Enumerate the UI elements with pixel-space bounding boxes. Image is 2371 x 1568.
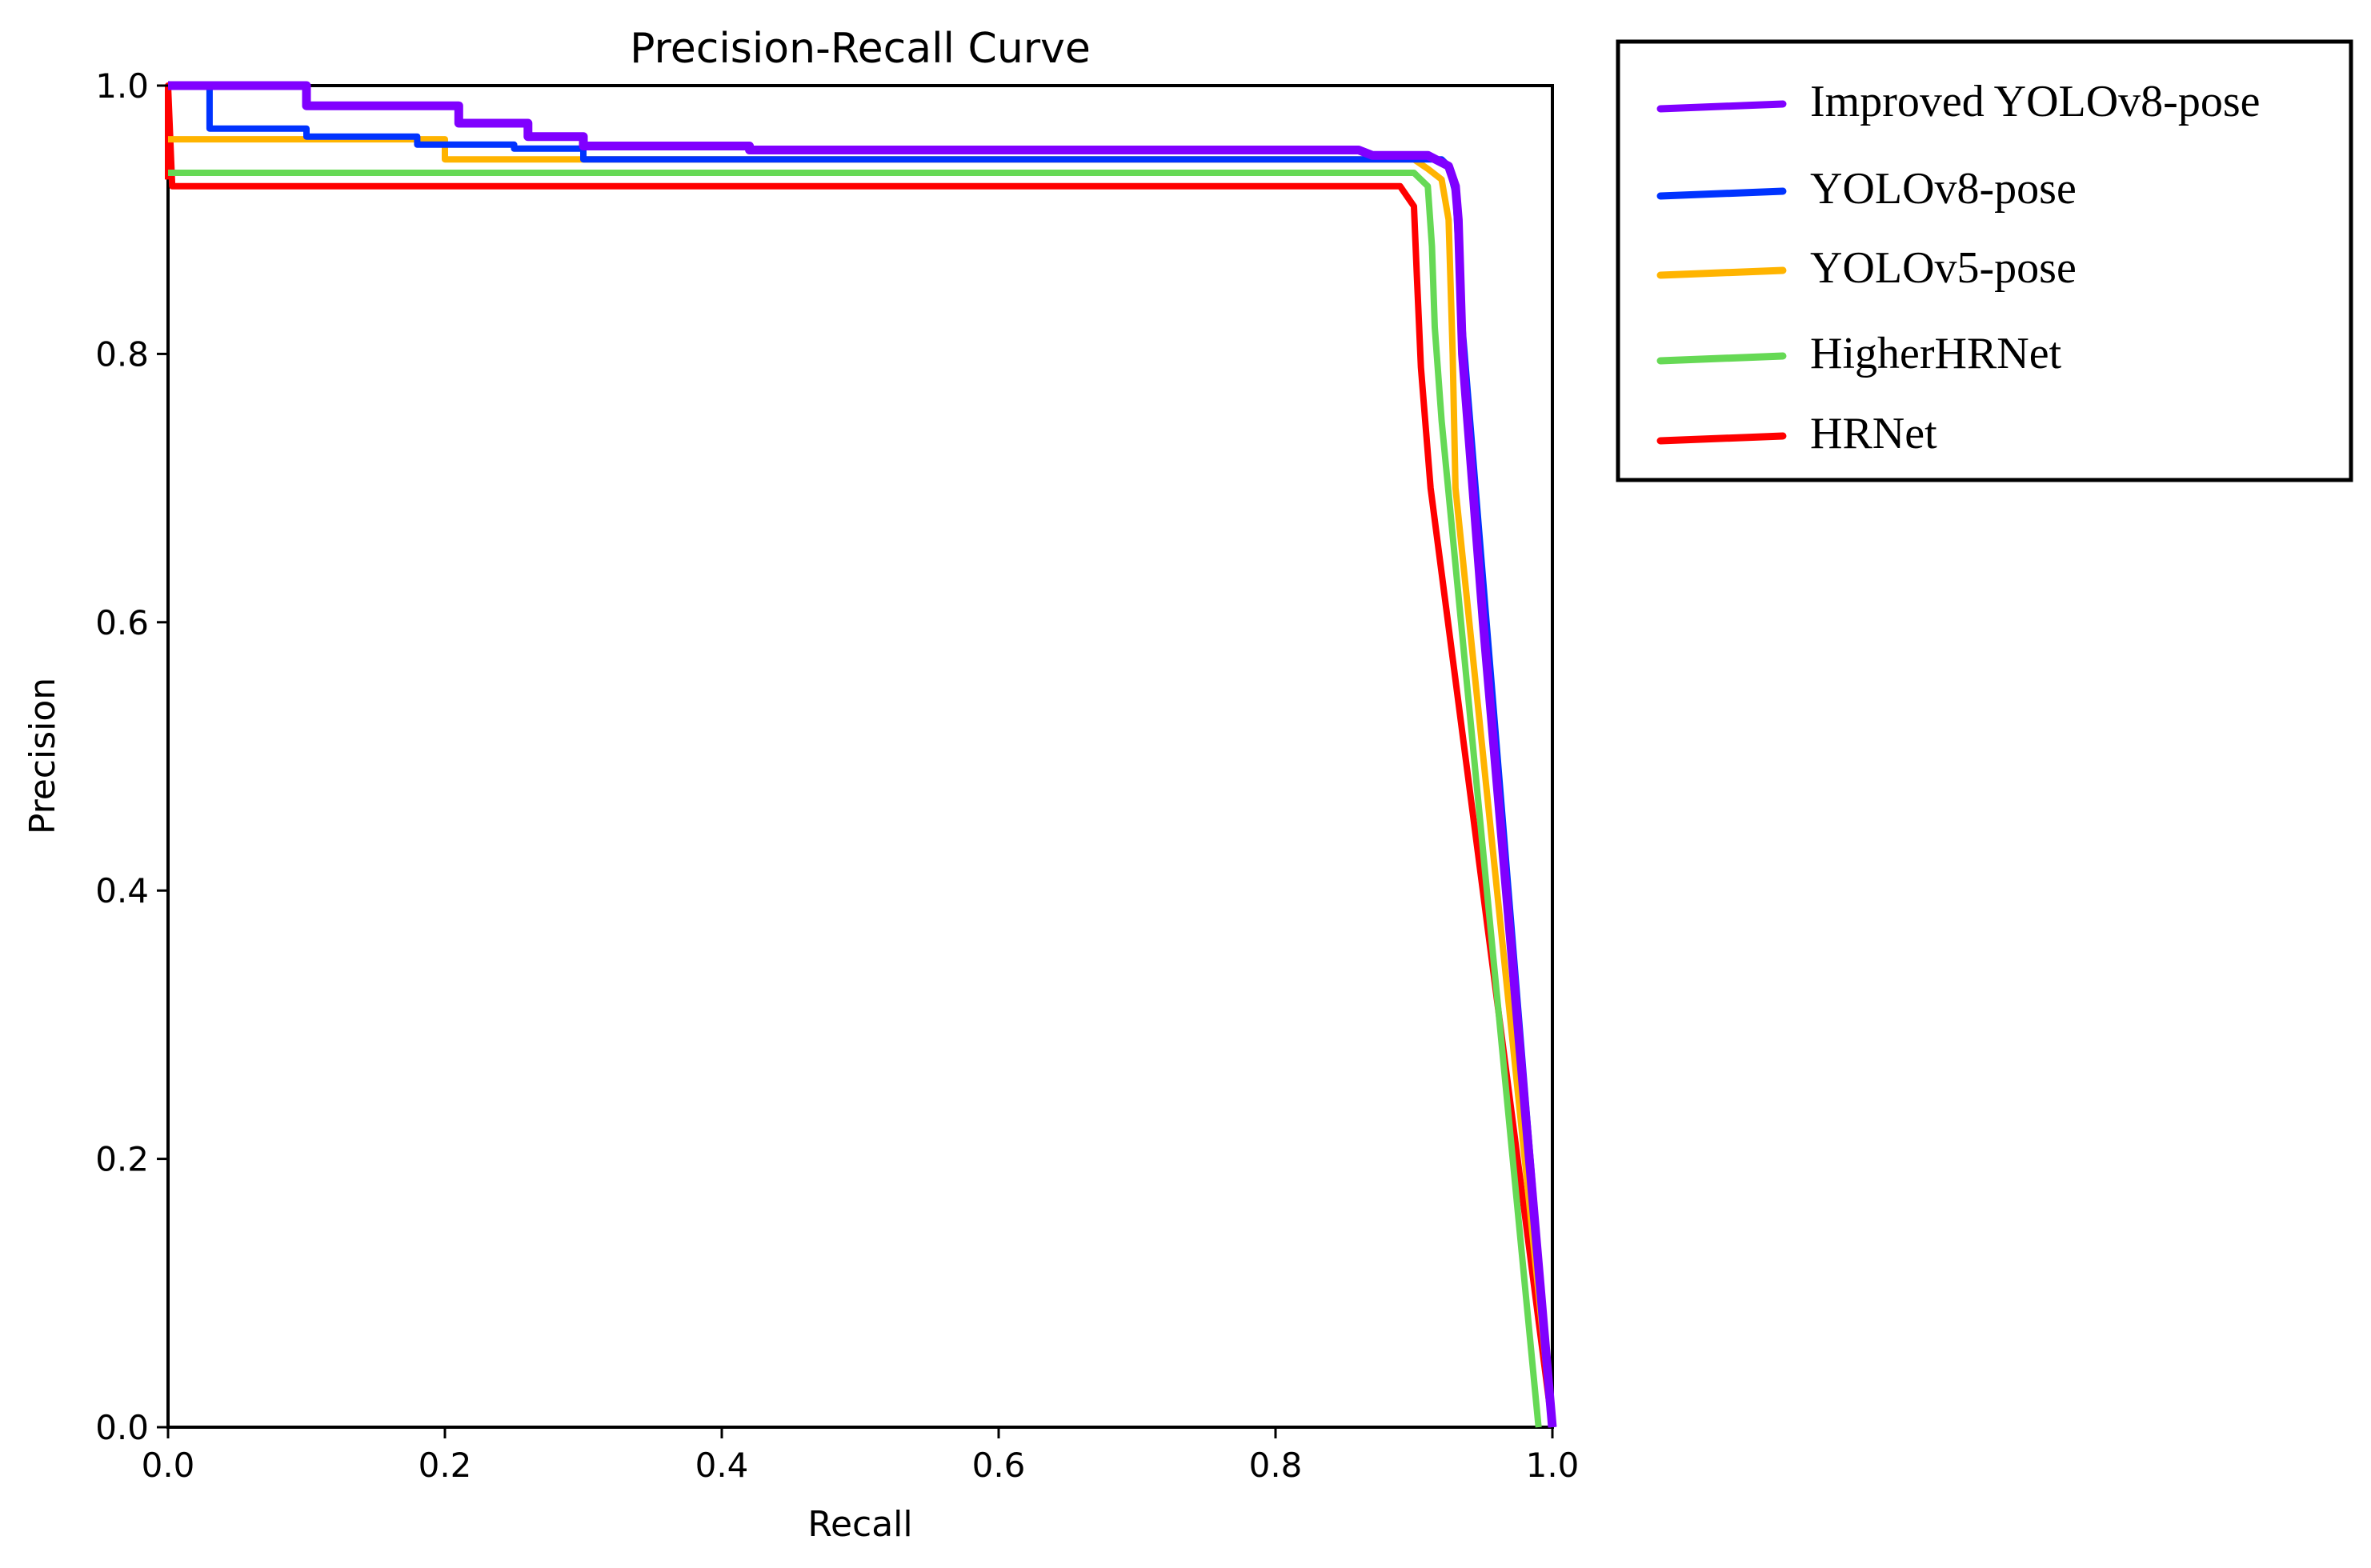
series-line-2	[168, 136, 1556, 1428]
x-tick-label: 0.2	[419, 1446, 472, 1485]
y-tick-label: 0.2	[95, 1140, 149, 1179]
chart-title: Precision-Recall Curve	[630, 25, 1091, 73]
legend-label-3: HigherHRNet	[1810, 329, 2062, 378]
legend-label-1: YOLOv8-pose	[1810, 164, 2077, 214]
legend-swatch-0	[1656, 100, 1787, 113]
legend-label-0: Improved YOLOv8-pose	[1810, 77, 2260, 126]
legend-label-2: YOLOv5-pose	[1810, 243, 2077, 293]
y-tick-label: 1.0	[95, 66, 149, 106]
legend-frame	[1616, 39, 2353, 482]
series-line-0	[168, 81, 1557, 1428]
plot-area-frame	[166, 84, 1554, 1429]
y-axis-ticks: 0.0 0.2 0.4 0.6 0.8 1.0	[95, 66, 168, 1447]
x-tick-label: 0.8	[1249, 1446, 1303, 1485]
series-line-4	[165, 82, 1556, 1428]
y-tick-label: 0.4	[95, 871, 149, 910]
x-axis-label: Recall	[807, 1504, 912, 1545]
y-tick-label: 0.8	[95, 334, 149, 374]
x-tick-label: 1.0	[1526, 1446, 1580, 1485]
series-line-3	[168, 170, 1542, 1428]
series-lines	[165, 81, 1557, 1428]
legend-swatch-4	[1656, 432, 1787, 445]
x-axis-ticks: 0.0 0.2 0.4 0.6 0.8 1.0	[142, 1427, 1580, 1485]
legend-swatch-3	[1656, 352, 1787, 365]
legend: Improved YOLOv8-pose YOLOv8-pose YOLOv5-po…	[1616, 39, 2353, 482]
y-axis-label: Precision	[22, 678, 63, 834]
x-tick-label: 0.6	[972, 1446, 1026, 1485]
y-tick-label: 0.6	[95, 603, 149, 642]
x-tick-label: 0.0	[142, 1446, 195, 1485]
legend-swatch-2	[1656, 266, 1787, 279]
legend-label-4: HRNet	[1810, 409, 1937, 458]
x-tick-label: 0.4	[695, 1446, 749, 1485]
y-tick-label: 0.0	[95, 1408, 149, 1447]
legend-swatch-1	[1656, 187, 1787, 200]
